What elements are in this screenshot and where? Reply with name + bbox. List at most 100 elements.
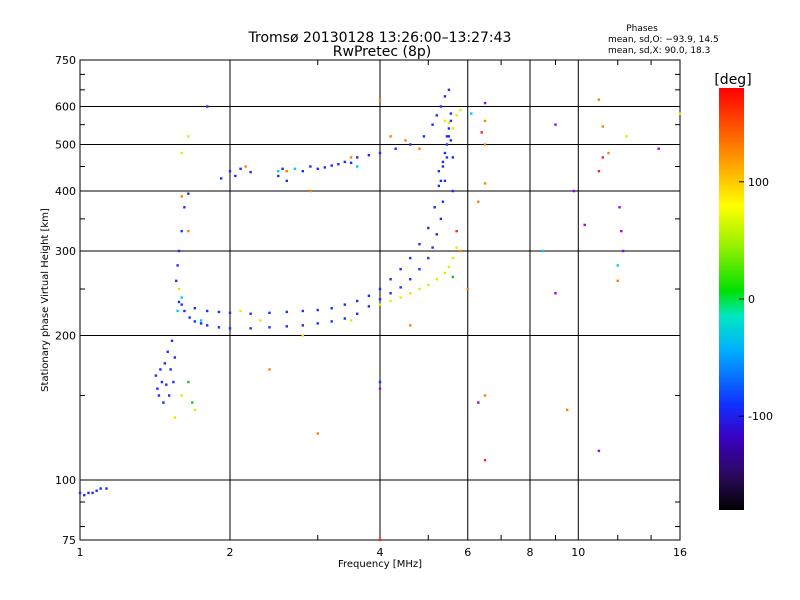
colorbar-tick-label: 0	[748, 293, 755, 306]
data-point	[330, 320, 333, 323]
x-tick-label: 1	[77, 546, 84, 559]
data-point	[449, 119, 453, 123]
y-tick-label: 500	[55, 139, 76, 152]
data-point	[378, 287, 382, 291]
data-point	[316, 432, 319, 435]
data-point	[176, 309, 179, 313]
data-point	[177, 300, 181, 304]
data-point	[565, 408, 569, 412]
data-point	[199, 322, 203, 325]
y-tick-label: 750	[55, 54, 76, 67]
data-point	[399, 296, 402, 299]
data-point	[441, 200, 445, 203]
scatter-points	[78, 88, 682, 542]
data-point	[183, 309, 186, 313]
data-point	[180, 195, 183, 198]
data-point	[285, 325, 288, 328]
data-point	[170, 339, 174, 343]
data-point	[228, 169, 232, 173]
data-point	[378, 303, 382, 306]
x-tick-label: 8	[527, 546, 534, 559]
data-point	[355, 156, 359, 159]
x-tick-label: 2	[227, 546, 234, 559]
data-point	[427, 283, 430, 287]
data-point	[441, 160, 445, 164]
y-axis-label: Stationary phase Virtual Height [km]	[40, 208, 51, 392]
data-point	[217, 326, 221, 329]
data-point	[160, 380, 164, 384]
phases-title: Phases	[626, 24, 658, 34]
data-point	[455, 229, 458, 233]
data-point	[409, 292, 412, 295]
data-point	[187, 380, 190, 384]
data-point	[483, 143, 487, 146]
data-point	[439, 217, 443, 221]
data-point	[409, 324, 412, 327]
data-point	[409, 143, 412, 146]
data-point	[355, 165, 359, 168]
data-point	[343, 303, 347, 306]
data-point	[323, 166, 327, 169]
y-tick-label: 200	[55, 330, 76, 343]
data-point	[459, 249, 462, 253]
data-point	[176, 264, 179, 267]
y-tick-label: 75	[62, 534, 76, 547]
data-point	[620, 229, 623, 233]
data-point	[418, 287, 421, 291]
data-point	[330, 307, 333, 310]
data-point	[618, 206, 621, 209]
data-point	[427, 256, 430, 260]
data-point	[159, 368, 162, 371]
data-point	[378, 151, 382, 155]
data-point	[285, 310, 288, 314]
data-point	[183, 206, 186, 209]
data-point	[455, 114, 458, 117]
data-point	[597, 169, 601, 173]
data-point	[301, 169, 305, 173]
data-point	[378, 387, 382, 390]
data-point	[180, 303, 183, 306]
data-point	[439, 105, 443, 108]
data-point	[483, 458, 487, 462]
data-point	[449, 112, 453, 115]
data-point	[355, 299, 359, 303]
data-point	[91, 491, 94, 495]
data-point	[95, 489, 98, 492]
data-point	[177, 287, 181, 291]
data-point	[316, 167, 319, 171]
y-tick-labels: 75 100 200 300 400 500 600 750	[55, 54, 76, 547]
grid-lines	[80, 60, 680, 540]
data-point	[418, 242, 421, 246]
data-point	[439, 179, 443, 183]
data-point	[437, 184, 441, 188]
data-point	[422, 135, 426, 138]
data-point	[554, 292, 557, 295]
data-point	[443, 271, 447, 275]
data-point	[483, 101, 487, 105]
data-point	[87, 491, 90, 495]
data-point	[451, 127, 455, 130]
chart-subtitle: RwPretec (8p)	[333, 44, 431, 60]
data-point	[389, 292, 392, 295]
data-point	[601, 156, 605, 159]
y-tick-label: 600	[55, 101, 76, 114]
data-point	[409, 256, 412, 260]
data-point	[259, 319, 262, 322]
data-point	[228, 311, 232, 315]
data-point	[343, 160, 347, 164]
data-point	[483, 182, 487, 185]
data-point	[355, 312, 359, 315]
data-point	[157, 394, 161, 397]
data-point	[285, 169, 288, 173]
data-point	[167, 394, 171, 397]
data-point	[180, 151, 183, 155]
colorbar-ticks: 100 0 -100	[739, 176, 773, 423]
data-point	[191, 401, 194, 404]
y-tick-label: 100	[55, 474, 76, 487]
data-point	[443, 119, 447, 123]
data-point	[301, 324, 305, 327]
data-point	[277, 169, 280, 173]
data-point	[470, 112, 473, 115]
data-point	[165, 383, 168, 386]
data-point	[105, 487, 108, 490]
